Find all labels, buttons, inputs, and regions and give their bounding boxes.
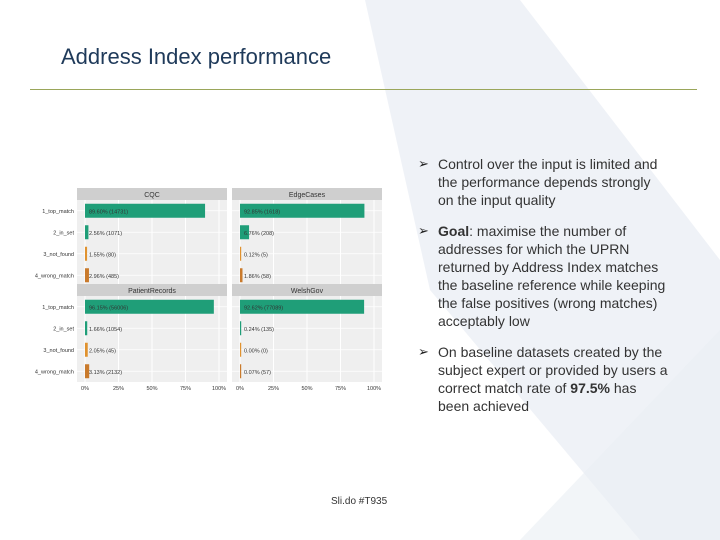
bar (85, 203, 206, 218)
slido-code: Sli.do #T935 (331, 496, 388, 507)
category-label: 2_in_set (53, 230, 74, 236)
category-label: 4_wrong_match (35, 273, 74, 279)
bullet-text: On baseline datasets created by the subj… (438, 344, 668, 396)
data-label: 96.15% (56006) (89, 305, 128, 311)
match-rate-faceted-bar-chart: CQC 89.60% (14731) 2.56% (1071) 1.55% (80) 2… (35, 188, 382, 392)
x-tick-label: 0% (236, 386, 244, 392)
title-divider (30, 89, 697, 90)
x-tick-label: 100% (212, 386, 226, 392)
bar (240, 268, 243, 283)
panel-header (77, 284, 227, 296)
bar (85, 299, 214, 314)
arrow-bullet-icon: ➢ (418, 223, 429, 238)
panel-title: WelshGov (291, 288, 324, 295)
bar (240, 321, 242, 336)
data-label: 89.60% (14731) (89, 209, 128, 215)
category-label: 4_wrong_match (35, 369, 74, 375)
bullet-text: has been achieved (438, 380, 637, 414)
category-label: 3_not_found (43, 348, 74, 354)
x-tick-label: 75% (335, 386, 346, 392)
bar (240, 225, 250, 240)
bullet-item: ➢ Control over the input is limited and t… (418, 155, 668, 209)
x-tick-label: 50% (146, 386, 157, 392)
bullet-item: ➢ Goal: maximise the number of addresses … (418, 222, 668, 330)
bar (85, 342, 88, 357)
bullet-item: ➢ On baseline datasets created by the sub… (418, 343, 668, 415)
bar (240, 342, 242, 357)
bullet-list: ➢ Control over the input is limited and t… (418, 155, 668, 428)
data-label: 2.56% (1071) (89, 231, 122, 237)
category-label: 2_in_set (53, 326, 74, 332)
bar (240, 364, 242, 379)
bar (240, 203, 365, 218)
category-label: 3_not_found (43, 252, 74, 258)
data-label: 2.96% (485) (89, 274, 119, 280)
bar (240, 246, 242, 261)
data-label: 0.07% (57) (244, 370, 271, 376)
panel-title: CQC (144, 192, 160, 199)
data-label: 1.86% (58) (244, 274, 271, 280)
data-label: 1.66% (1054) (89, 327, 122, 333)
x-tick-label: 25% (268, 386, 279, 392)
bar (240, 299, 365, 314)
x-tick-label: 0% (81, 386, 89, 392)
panel-header (77, 188, 227, 200)
data-label: 0.24% (135) (244, 327, 274, 333)
bar (85, 268, 89, 283)
panel-title: PatientRecords (128, 288, 176, 295)
bullet-emphasis: 97.5% (570, 380, 610, 396)
data-label: 2.05% (45) (89, 348, 116, 354)
category-label: 1_top_match (42, 209, 74, 215)
category-label: 1_top_match (42, 305, 74, 311)
bar (85, 364, 90, 379)
data-label: 0.12% (5) (244, 252, 268, 258)
bullet-emphasis: Goal (438, 223, 470, 239)
data-label: 0.00% (0) (244, 348, 268, 354)
data-label: 92.62% (77089) (244, 305, 283, 311)
arrow-bullet-icon: ➢ (418, 344, 429, 359)
panel-header (232, 188, 382, 200)
data-label: 6.76% (208) (244, 231, 274, 237)
bullet-text: Control over the input is limited and th… (438, 156, 658, 208)
data-label: 3.13% (2132) (89, 370, 122, 376)
bullet-text: : maximise the number of addresses for w… (438, 223, 666, 329)
bar (85, 246, 88, 261)
x-tick-label: 100% (367, 386, 381, 392)
x-tick-label: 50% (301, 386, 312, 392)
bar (85, 321, 88, 336)
x-tick-label: 75% (180, 386, 191, 392)
panel-title: EdgeCases (289, 192, 326, 199)
bar (85, 225, 89, 240)
data-label: 92.85% (1618) (244, 209, 280, 215)
slide-title: Address Index performance (61, 44, 332, 69)
arrow-bullet-icon: ➢ (418, 156, 429, 171)
x-tick-label: 25% (113, 386, 124, 392)
data-label: 1.55% (80) (89, 252, 116, 258)
panel-header (232, 284, 382, 296)
